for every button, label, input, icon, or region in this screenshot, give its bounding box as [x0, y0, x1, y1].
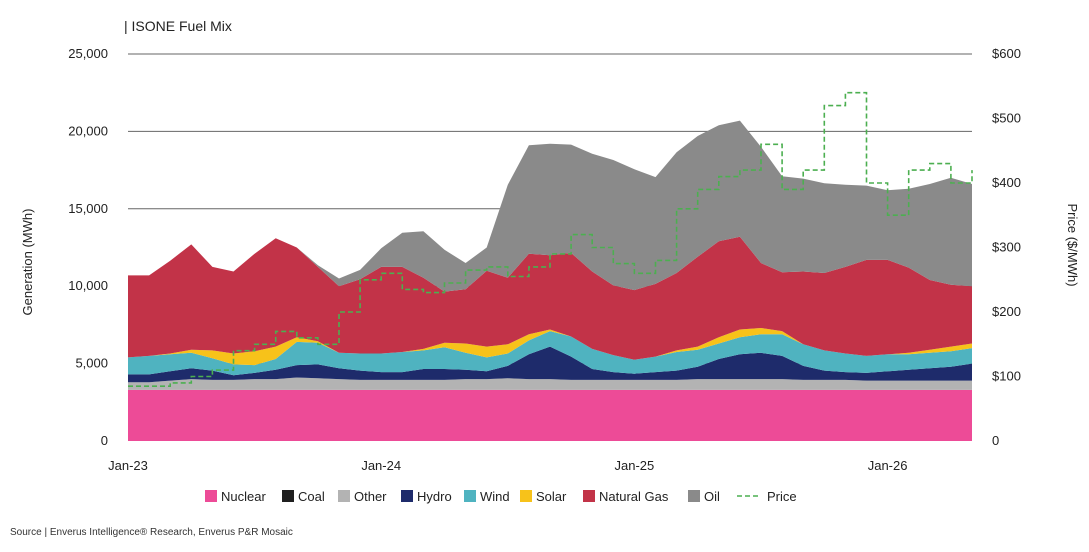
- y-tick-label: 15,000: [68, 201, 108, 216]
- area-wind: [128, 331, 972, 376]
- legend-label-other: Other: [354, 489, 387, 504]
- y2-tick-label: $600: [992, 46, 1021, 61]
- y-tick-label: 20,000: [68, 123, 108, 138]
- price-line: [128, 91, 973, 387]
- legend-swatch-nuclear: [205, 490, 217, 502]
- y-tick-label: 5,000: [75, 356, 108, 371]
- legend-label-price: Price: [767, 489, 797, 504]
- area-natural-gas: [128, 236, 972, 360]
- y2-axis-title: Price ($/MWh): [1065, 203, 1080, 286]
- legend-label-solar: Solar: [536, 489, 567, 504]
- legend-swatch-natural-gas: [583, 490, 595, 502]
- y2-tick-label: 0: [992, 433, 999, 448]
- area-other: [128, 377, 972, 390]
- legend: Nuclear Coal Other Hydro Wind Solar Natural Ga…: [205, 489, 797, 504]
- y2-axis-ticks: 0 $100 $200 $300 $400 $500 $600: [992, 46, 1021, 448]
- legend-label-oil: Oil: [704, 489, 720, 504]
- stacked-areas: [128, 120, 972, 441]
- x-tick-label: Jan-23: [108, 458, 148, 473]
- x-tick-label: Jan-24: [361, 458, 401, 473]
- legend-label-coal: Coal: [298, 489, 325, 504]
- price-line-group: [128, 91, 973, 387]
- chart-title: | ISONE Fuel Mix: [124, 18, 232, 34]
- legend-swatch-solar: [520, 490, 532, 502]
- area-hydro: [128, 346, 972, 383]
- legend-label-wind: Wind: [480, 489, 510, 504]
- y2-tick-label: $300: [992, 240, 1021, 255]
- y2-tick-label: $200: [992, 304, 1021, 319]
- legend-swatch-hydro: [401, 490, 413, 502]
- legend-swatch-wind: [464, 490, 476, 502]
- legend-label-hydro: Hydro: [417, 489, 452, 504]
- y2-tick-label: $100: [992, 369, 1021, 384]
- area-nuclear: [128, 389, 972, 441]
- y-axis-title: Generation (MWh): [20, 209, 35, 316]
- y-axis-ticks: 0 5,000 10,000 15,000 20,000 25,000: [68, 46, 108, 448]
- source-note: Source | Enverus Intelligence® Research,…: [10, 527, 293, 538]
- y2-tick-label: $500: [992, 111, 1021, 126]
- x-tick-label: Jan-25: [615, 458, 655, 473]
- legend-swatch-coal: [282, 490, 294, 502]
- x-tick-label: Jan-26: [868, 458, 908, 473]
- legend-label-natural-gas: Natural Gas: [599, 489, 669, 504]
- legend-swatch-other: [338, 490, 350, 502]
- legend-swatch-oil: [688, 490, 700, 502]
- y-tick-label: 10,000: [68, 278, 108, 293]
- y2-tick-label: $400: [992, 175, 1021, 190]
- x-axis-ticks: Jan-23 Jan-24 Jan-25 Jan-26: [108, 458, 907, 473]
- y-tick-label: 0: [101, 433, 108, 448]
- y-tick-label: 25,000: [68, 46, 108, 61]
- legend-label-nuclear: Nuclear: [221, 489, 266, 504]
